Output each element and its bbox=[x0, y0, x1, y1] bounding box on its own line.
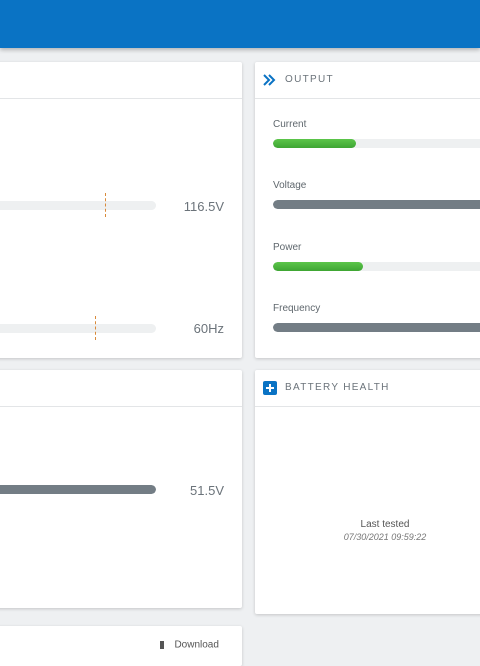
output-card-header: OUTPUT bbox=[255, 62, 480, 99]
output-current-bar bbox=[273, 139, 480, 148]
battery-voltage-bar bbox=[0, 485, 156, 494]
download-icon bbox=[160, 640, 164, 649]
input-card: 116.5V 60Hz bbox=[0, 62, 242, 358]
output-voltage-fill bbox=[273, 200, 480, 209]
input-voltage-threshold-marker bbox=[105, 193, 106, 217]
last-tested-label: Last tested bbox=[360, 519, 410, 530]
output-card-title: OUTPUT bbox=[285, 74, 334, 85]
output-voltage-bar bbox=[273, 200, 480, 209]
output-frequency-label: Frequency bbox=[273, 303, 321, 314]
battery-card: 51.5V bbox=[0, 370, 242, 608]
output-frequency-bar bbox=[273, 323, 480, 332]
battery-voltage-value: 51.5V bbox=[190, 483, 224, 498]
output-power-fill bbox=[273, 262, 363, 271]
output-power-label: Power bbox=[273, 242, 302, 253]
plus-icon bbox=[263, 381, 277, 395]
input-frequency-value: 60Hz bbox=[193, 321, 224, 336]
input-voltage-fill bbox=[0, 201, 156, 210]
download-button[interactable]: Download bbox=[160, 636, 219, 650]
input-card-header bbox=[0, 62, 242, 99]
battery-health-card: BATTERY HEALTH Last tested 07/30/2021 09… bbox=[255, 370, 480, 614]
download-label: Download bbox=[174, 639, 219, 651]
battery-voltage-fill bbox=[0, 485, 156, 494]
output-frequency-fill bbox=[273, 323, 480, 332]
battery-card-header bbox=[0, 370, 242, 407]
top-app-bar bbox=[0, 0, 480, 48]
input-voltage-bar bbox=[0, 201, 156, 210]
bottom-card: Download bbox=[0, 626, 242, 666]
output-current-label: Current bbox=[273, 119, 307, 130]
output-power-bar bbox=[273, 262, 480, 271]
chevron-right-double-icon bbox=[263, 74, 276, 86]
input-voltage-value: 116.5V bbox=[183, 199, 224, 214]
output-card: OUTPUT Current Voltage Power Frequency bbox=[255, 62, 480, 358]
input-frequency-threshold-marker bbox=[95, 316, 96, 340]
last-tested-value: 07/30/2021 09:59:22 bbox=[343, 532, 427, 542]
input-frequency-bar bbox=[0, 324, 156, 333]
battery-health-card-header: BATTERY HEALTH bbox=[255, 370, 480, 407]
output-voltage-label: Voltage bbox=[273, 180, 307, 191]
output-current-fill bbox=[273, 139, 356, 148]
battery-health-title: BATTERY HEALTH bbox=[285, 382, 390, 393]
